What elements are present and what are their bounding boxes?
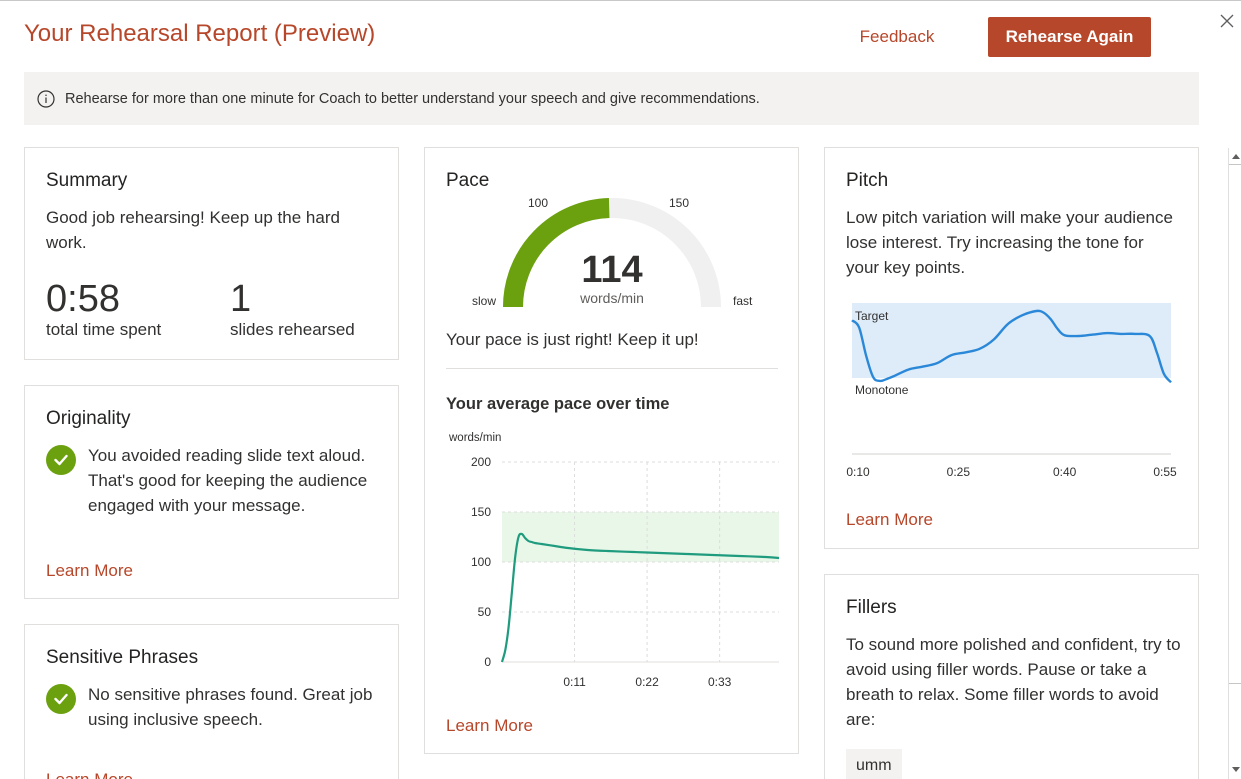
pitch-x-tick-label: 0:40	[1053, 465, 1077, 479]
pitch-series-line	[851, 309, 1172, 384]
pace-title: Pace	[446, 170, 490, 191]
pace-value: 114	[581, 249, 642, 291]
slides-rehearsed-value: 1	[230, 278, 252, 320]
check-icon	[46, 684, 76, 714]
pitch-card: Pitch Low pitch variation will make your…	[824, 147, 1199, 549]
gauge-label-150: 150	[669, 196, 689, 210]
total-time-label: total time spent	[46, 320, 162, 339]
summary-message: Good job rehearsing! Keep up the hard wo…	[46, 208, 340, 252]
scroll-down-icon[interactable]	[1231, 765, 1240, 774]
sensitive-learn-more-link[interactable]: Learn More	[46, 770, 133, 779]
target-band	[502, 512, 779, 562]
pitch-x-tick-label: 0:55	[1153, 465, 1177, 479]
summary-title: Summary	[46, 170, 128, 191]
rehearse-again-button[interactable]: Rehearse Again	[988, 17, 1151, 57]
fillers-card: Fillers To sound more polished and confi…	[824, 574, 1199, 779]
y-tick-label: 150	[471, 505, 491, 519]
slides-rehearsed-label: slides rehearsed	[230, 320, 355, 339]
info-text: Rehearse for more than one minute for Co…	[65, 90, 760, 107]
pitch-x-tick-label: 0:10	[846, 465, 870, 479]
pace-series-line	[500, 532, 780, 663]
fillers-title: Fillers	[846, 597, 897, 618]
pace-learn-more-link[interactable]: Learn More	[446, 716, 533, 735]
total-time-value: 0:58	[46, 278, 120, 320]
y-tick-label: 100	[471, 555, 491, 569]
sensitive-phrases-card: Sensitive Phrases No sensitive phrases f…	[24, 624, 399, 779]
top-border	[0, 0, 1241, 1]
divider	[446, 368, 778, 369]
scroll-up-icon[interactable]	[1231, 152, 1240, 161]
pitch-title: Pitch	[846, 170, 889, 191]
pitch-x-tick-label: 0:25	[947, 465, 971, 479]
vertical-scrollbar[interactable]	[1228, 148, 1241, 779]
sensitive-phrases-message: No sensitive phrases found. Great job us…	[88, 685, 373, 729]
x-tick-label: 0:11	[563, 675, 586, 689]
page-title: Your Rehearsal Report (Preview)	[24, 20, 376, 47]
pace-chart-ylabel: words/min	[448, 432, 501, 444]
pace-unit: words/min	[579, 290, 644, 306]
pitch-label-target: Target	[855, 309, 889, 323]
pace-gauge: 100 150 slow fast 114 words/min	[472, 196, 753, 308]
feedback-button[interactable]: Feedback	[840, 17, 954, 57]
originality-title: Originality	[46, 408, 131, 429]
pace-chart-title: Your average pace over time	[446, 395, 670, 413]
fillers-message: To sound more polished and confident, tr…	[846, 635, 1181, 729]
close-button[interactable]	[1214, 8, 1240, 34]
pitch-label-monotone: Monotone	[855, 383, 909, 397]
x-tick-label: 0:22	[635, 675, 659, 689]
y-tick-label: 0	[484, 655, 491, 669]
pitch-message: Low pitch variation will make your audie…	[846, 208, 1173, 277]
originality-message: You avoided reading slide text aloud. Th…	[88, 446, 368, 515]
sensitive-phrases-title: Sensitive Phrases	[46, 647, 199, 668]
pace-over-time-chart: words/min 200 150 100 50 0 0:11 0:22 0:33	[448, 432, 780, 689]
originality-card: Originality You avoided reading slide te…	[24, 385, 399, 599]
summary-card: Summary Good job rehearsing! Keep up the…	[24, 147, 399, 360]
y-tick-label: 200	[471, 455, 491, 469]
pace-message: Your pace is just right! Keep it up!	[446, 330, 699, 349]
gauge-label-fast: fast	[733, 294, 753, 308]
filler-word-chip: umm	[846, 749, 902, 779]
gauge-label-100: 100	[528, 196, 548, 210]
info-banner: Rehearse for more than one minute for Co…	[24, 72, 1199, 125]
pitch-chart: Target Monotone 0:10 0:25 0:40 0:55	[846, 303, 1177, 479]
pace-card: Pace 100 150 slow fast 114 words/min You…	[424, 147, 799, 754]
pitch-learn-more-link[interactable]: Learn More	[846, 510, 933, 529]
gauge-fill	[503, 198, 610, 308]
pitch-target-band	[852, 303, 1171, 378]
scrollbar-thumb[interactable]	[1229, 164, 1241, 684]
close-icon	[1220, 14, 1234, 28]
info-icon	[37, 89, 55, 108]
y-tick-label: 50	[478, 605, 492, 619]
check-icon	[46, 445, 76, 475]
originality-learn-more-link[interactable]: Learn More	[46, 561, 133, 580]
gauge-label-slow: slow	[472, 294, 496, 308]
x-tick-label: 0:33	[708, 675, 732, 689]
